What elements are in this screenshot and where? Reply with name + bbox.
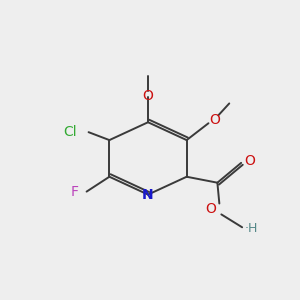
Text: O: O — [142, 89, 154, 103]
Text: O: O — [244, 154, 255, 168]
Text: O: O — [209, 113, 220, 127]
Text: N: N — [142, 188, 154, 202]
Text: F: F — [71, 184, 79, 199]
Text: O: O — [206, 202, 216, 216]
Text: ·H: ·H — [245, 222, 259, 235]
Text: Cl: Cl — [63, 125, 77, 139]
